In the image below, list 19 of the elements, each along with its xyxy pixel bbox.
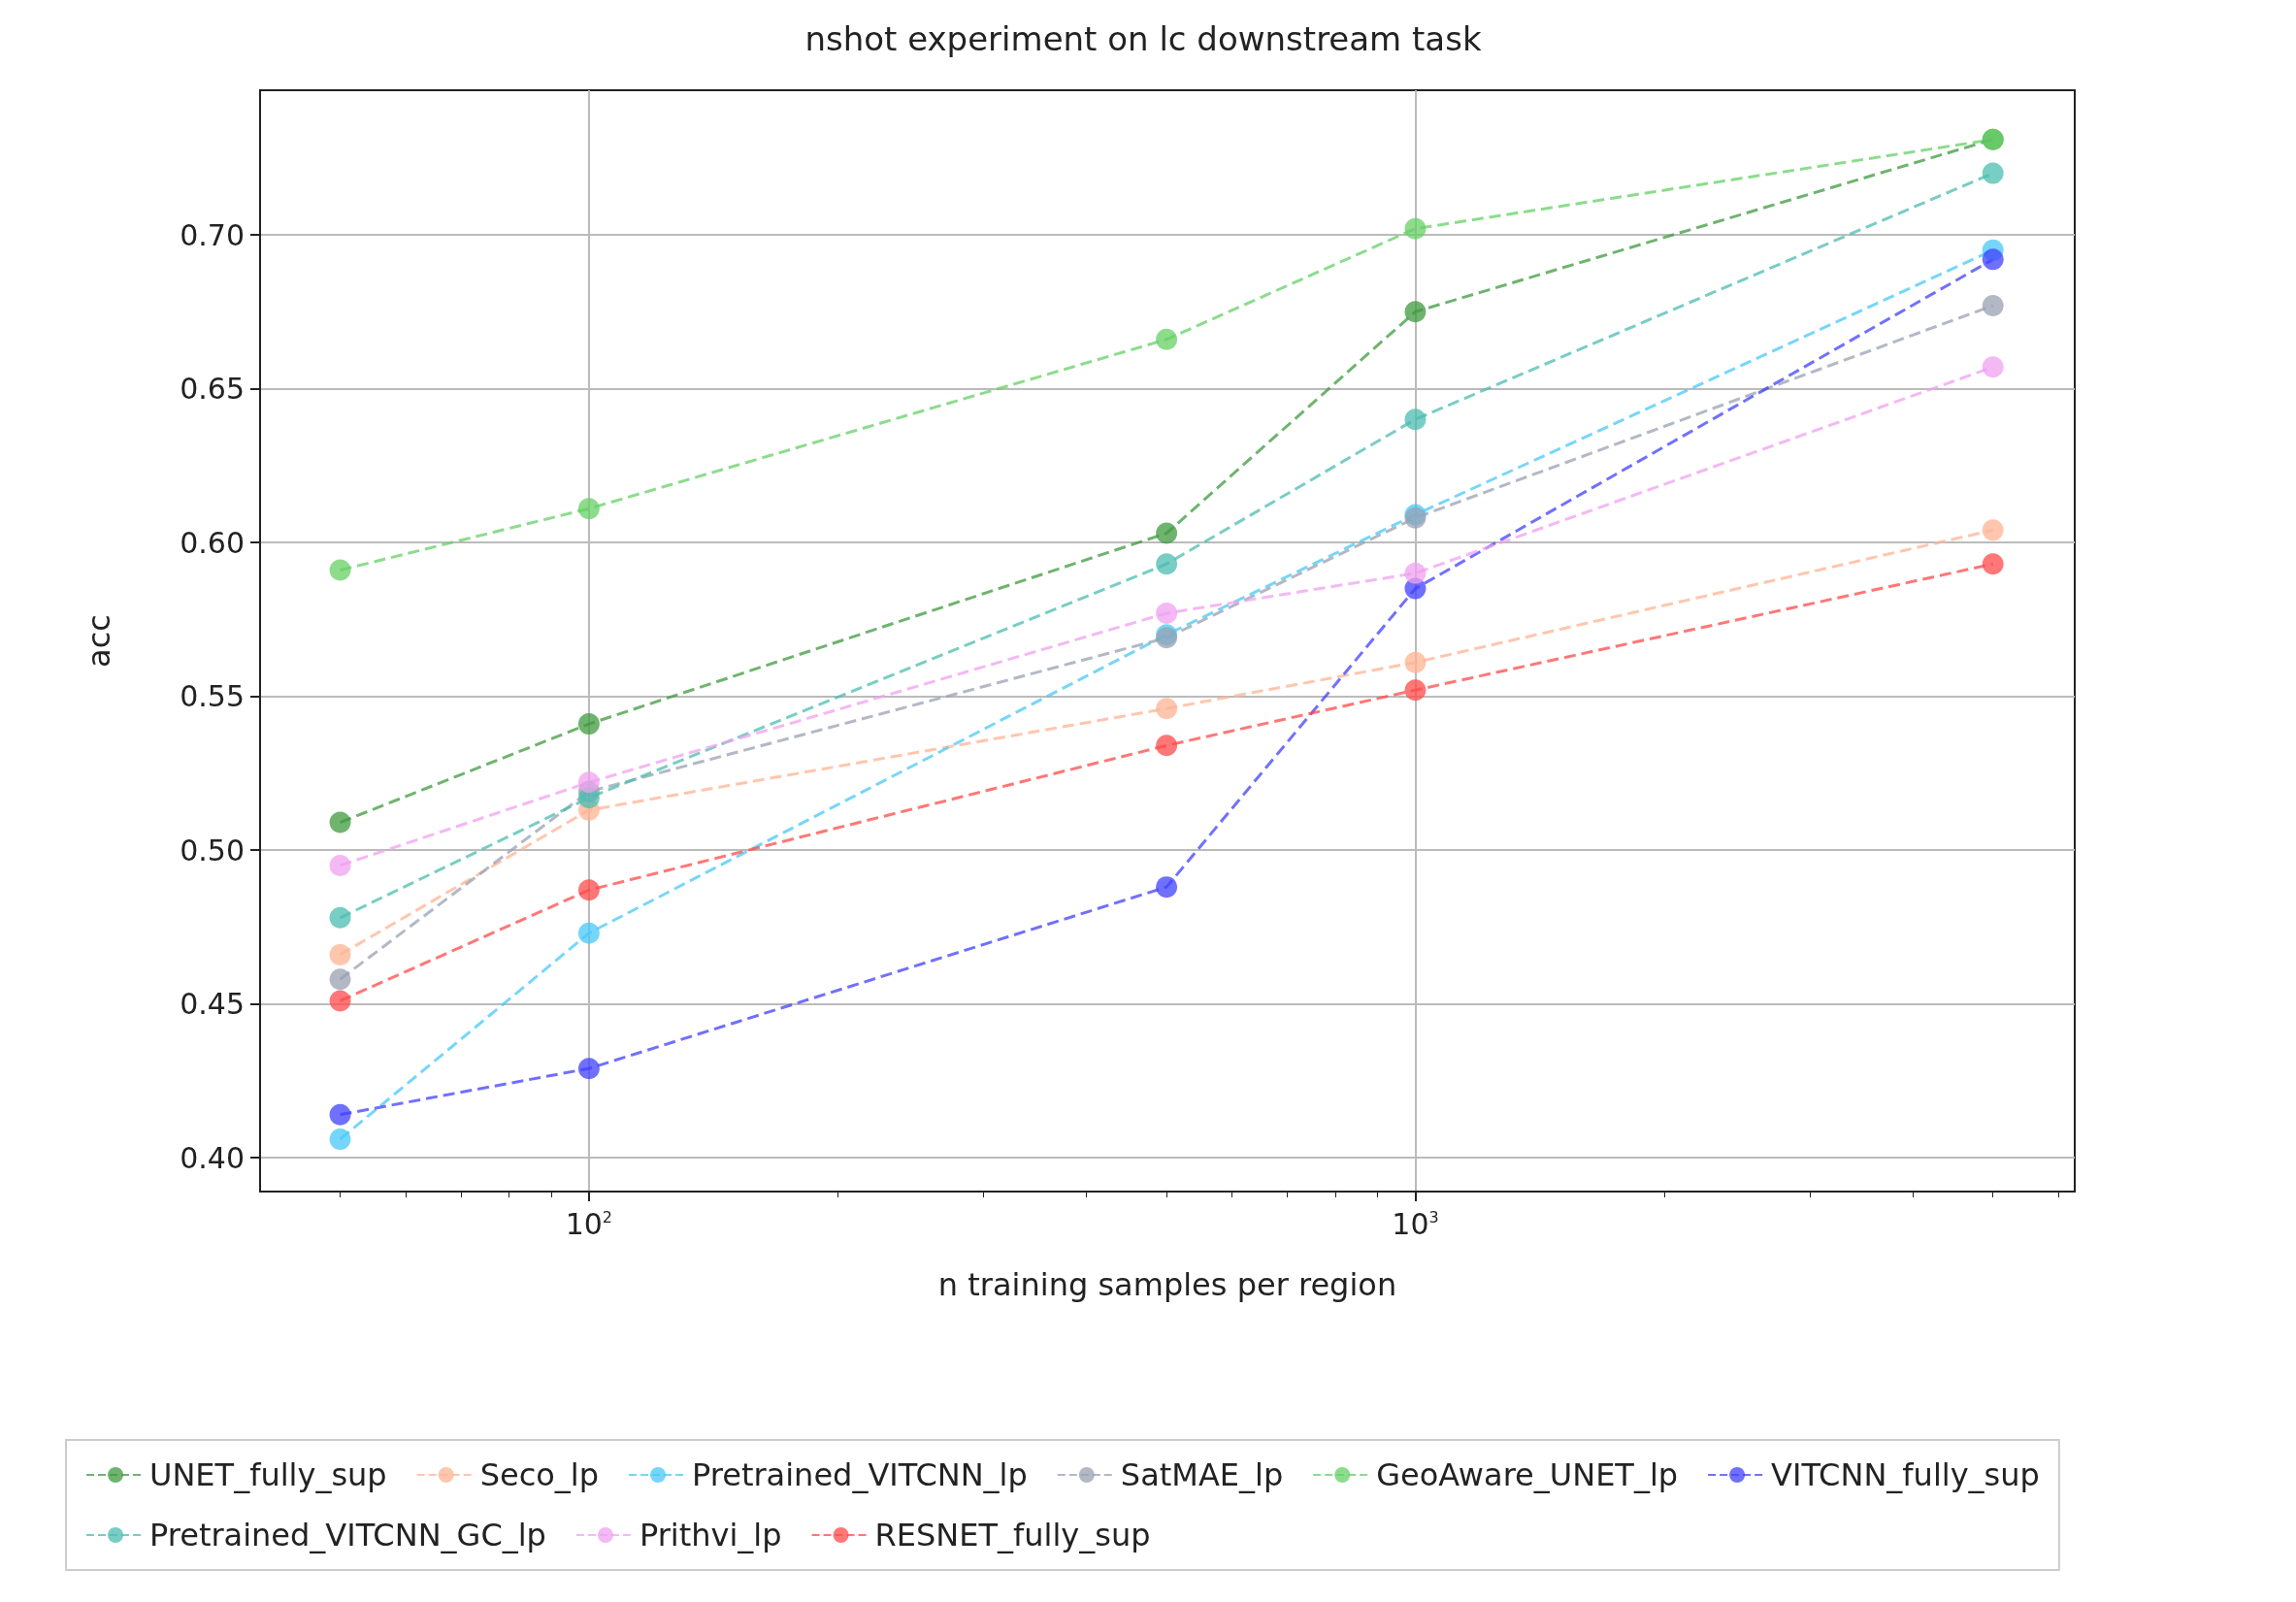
y-tick-label: 0.55: [180, 679, 245, 714]
legend-label: Seco_lp: [479, 1456, 600, 1493]
legend-label: Pretrained_VITCNN_GC_lp: [149, 1517, 546, 1553]
y-tick-label: 0.65: [180, 372, 245, 407]
y-tick-label: 0.70: [180, 217, 245, 252]
legend-label: GeoAware_UNET_lp: [1376, 1456, 1679, 1493]
y-tick-label: 0.40: [180, 1140, 245, 1175]
y-tick-label: 0.60: [180, 525, 245, 560]
legend-label: Prithvi_lp: [639, 1517, 782, 1553]
y-tick-label: 0.45: [180, 987, 245, 1022]
y-tick-label: 0.50: [180, 833, 245, 867]
legend-label: Pretrained_VITCNN_lp: [692, 1456, 1028, 1493]
legend-label: RESNET_fully_sup: [874, 1517, 1151, 1553]
y-axis-title: acc: [81, 614, 117, 668]
legend-label: SatMAE_lp: [1120, 1456, 1284, 1493]
x-axis-title: n training samples per region: [937, 1266, 1397, 1303]
legend-label: VITCNN_fully_sup: [1771, 1456, 2040, 1493]
chart-title: nshot experiment on lc downstream task: [804, 19, 1482, 58]
legend-label: UNET_fully_sup: [149, 1456, 387, 1493]
